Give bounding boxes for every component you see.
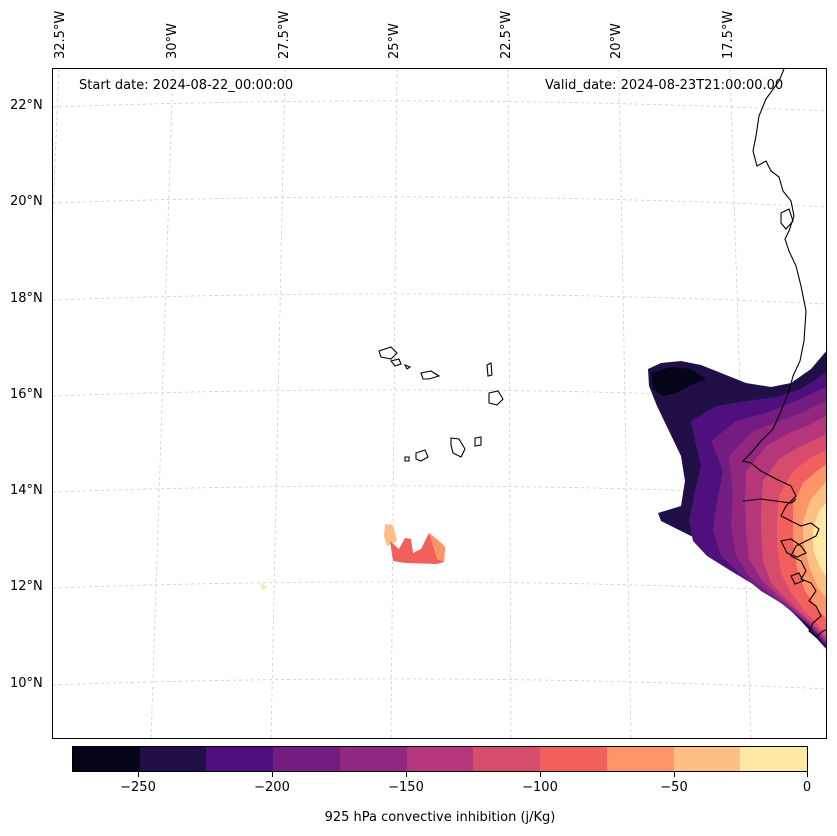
coast-gambia — [742, 498, 797, 504]
colorbar-segment-10 — [740, 747, 808, 771]
lon-label-27-5w: 27.5°W — [277, 10, 292, 59]
cin-patch-a-orange — [429, 533, 445, 562]
cin-patch-a-light — [384, 524, 397, 546]
lon-label-20w: 20°W — [609, 23, 624, 59]
colorbar-segment-4 — [339, 747, 407, 771]
lat-label-16n: 16°N — [10, 387, 43, 402]
colorbar-title: 925 hPa convective inhibition (j/Kg) — [324, 810, 556, 825]
cin-contour-darkest — [651, 367, 706, 396]
map-panel — [52, 68, 827, 739]
parallel-10n — [53, 678, 826, 690]
lat-label-20n: 20°N — [10, 194, 43, 209]
coast-island-santiago — [450, 437, 466, 458]
coast-island-maio — [474, 436, 482, 447]
colorbar-tick-150 — [406, 772, 407, 777]
cin-ocean-patches — [260, 524, 445, 591]
colorbar-ticklabel-0: 0 — [802, 780, 812, 795]
start-date-label: Start date: 2024-08-22_00:00:00 — [79, 78, 294, 93]
lon-label-25w: 25°W — [387, 23, 402, 59]
meridian-27-5w — [270, 69, 286, 738]
lat-label-22n: 22°N — [10, 98, 43, 113]
colorbar-segment-8 — [606, 747, 674, 771]
meridian-30w — [150, 69, 174, 738]
coast-guinea-bissau — [780, 538, 807, 558]
meridian-gridlines — [53, 69, 752, 738]
colorbar-tick-50 — [674, 772, 675, 777]
coast-island-santa-luzia — [403, 363, 412, 370]
colorbar-segment-0 — [73, 747, 140, 771]
coast-island-fogo — [415, 449, 429, 462]
coast-island-santo-antao — [378, 346, 398, 360]
parallel-14n — [53, 485, 826, 497]
parallel-12n — [53, 581, 826, 593]
meridian-25w — [390, 69, 398, 738]
parallel-22n — [53, 100, 826, 112]
coast-island-sao-vicente — [390, 358, 402, 367]
colorbar-tick-250 — [138, 772, 139, 777]
meridian-22-5w — [507, 69, 512, 738]
colorbar-tick-0 — [807, 772, 808, 777]
colorbar-ticklabel-200: −200 — [254, 780, 290, 795]
cin-contours — [648, 351, 826, 649]
colorbar-ticklabel-100: −100 — [522, 780, 558, 795]
lon-label-32-5w: 32.5°W — [53, 10, 68, 59]
lon-label-30w: 30°W — [165, 23, 180, 59]
colorbar-segment-5 — [406, 747, 474, 771]
colorbar-segment-7 — [540, 747, 607, 771]
parallel-18n — [53, 293, 826, 305]
coastlines — [378, 69, 826, 638]
lat-label-14n: 14°N — [10, 483, 43, 498]
lat-label-12n: 12°N — [10, 579, 43, 594]
coast-island-sal — [486, 362, 493, 377]
map-canvas — [53, 69, 826, 738]
coast-island-brava — [404, 456, 410, 462]
cin-patch-b — [260, 582, 267, 591]
colorbar-segment-2 — [206, 747, 274, 771]
colorbar-tick-200 — [272, 772, 273, 777]
colorbar-ticklabel-250: −250 — [120, 780, 156, 795]
meridian-20w — [618, 69, 632, 738]
cin-contour-25 — [813, 503, 826, 577]
coast-bissagos — [790, 572, 804, 585]
valid-date-label: Valid_date: 2024-08-23T21:00:00.00 — [545, 78, 784, 93]
coast-islands-north — [780, 208, 794, 230]
cin-patch-a — [390, 533, 445, 564]
colorbar-ticklabel-50: −50 — [660, 780, 688, 795]
colorbar-segment-3 — [273, 747, 340, 771]
meridian-17-5w — [729, 69, 752, 738]
lon-label-17-5w: 17.5°W — [721, 10, 736, 59]
parallel-gridlines — [53, 100, 826, 690]
meridian-32-5w — [53, 69, 60, 212]
colorbar-ticklabel-150: −150 — [388, 780, 424, 795]
parallel-20n — [53, 196, 826, 208]
coast-island-sao-nicolau — [420, 370, 441, 380]
coast-island-boavista — [488, 390, 504, 406]
colorbar-segment-1 — [139, 747, 207, 771]
lat-label-18n: 18°N — [10, 291, 43, 306]
coast-africa — [741, 69, 826, 638]
parallel-16n — [53, 389, 826, 401]
colorbar-tick-100 — [540, 772, 541, 777]
colorbar — [72, 746, 808, 772]
colorbar-segment-6 — [473, 747, 541, 771]
lon-label-22-5w: 22.5°W — [499, 10, 514, 59]
colorbar-segment-9 — [673, 747, 741, 771]
lat-label-10n: 10°N — [10, 676, 43, 691]
